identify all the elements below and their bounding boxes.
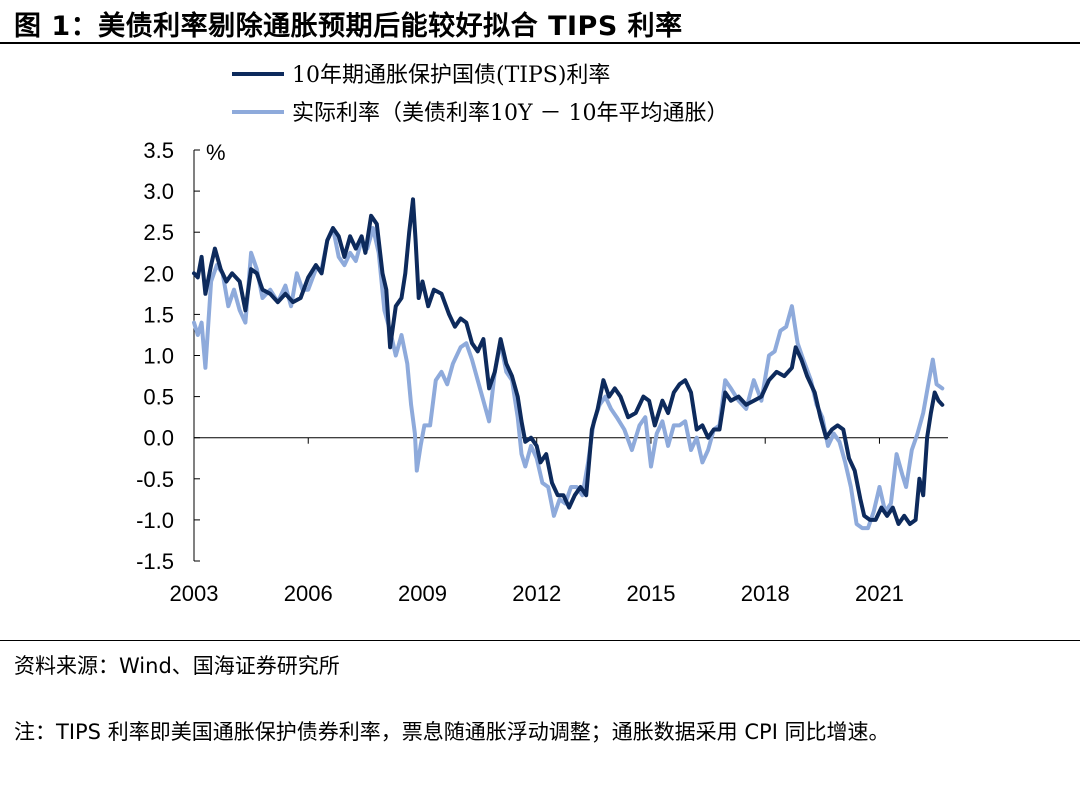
y-tick-label: 2.5 xyxy=(143,220,174,245)
y-tick-label: 1.0 xyxy=(143,344,174,369)
title-divider xyxy=(0,42,1080,44)
legend-label-real-rate: 实际利率（美债利率10Y － 10年平均通胀） xyxy=(292,101,729,126)
y-tick-label: 0.0 xyxy=(143,426,174,451)
x-tick-label: 2012 xyxy=(512,581,561,606)
series-line-real-rate xyxy=(192,226,945,531)
x-tick-label: 2021 xyxy=(855,581,904,606)
y-tick-label: -1.0 xyxy=(136,508,174,533)
y-axis-unit-label: % xyxy=(206,140,226,165)
x-tick-label: 2009 xyxy=(398,581,447,606)
y-tick-label: 2.0 xyxy=(143,261,174,286)
y-tick-label: 1.5 xyxy=(143,302,174,327)
figure-title: 图 1：美债利率剔除通胀预期后能较好拟合 TIPS 利率 xyxy=(14,11,683,42)
x-tick-label: 2006 xyxy=(284,581,333,606)
series-line-tips xyxy=(192,197,945,526)
x-tick-label: 2003 xyxy=(170,581,219,606)
y-tick-label: 0.5 xyxy=(143,385,174,410)
data-source: 资料来源：Wind、国海证券研究所 xyxy=(14,654,340,678)
x-tick-label: 2015 xyxy=(626,581,675,606)
x-tick-label: 2018 xyxy=(741,581,790,606)
y-tick-label: 3.0 xyxy=(143,179,174,204)
chart-legend: 10年期通胀保护国债(TIPS)利率 实际利率（美债利率10Y － 10年平均通… xyxy=(232,63,729,126)
chart-note: 注：TIPS 利率即美国通胀保护债券利率，票息随通胀浮动调整；通胀数据采用 CP… xyxy=(14,720,890,744)
y-tick-label: -0.5 xyxy=(136,467,174,492)
y-tick-label: 3.5 xyxy=(143,138,174,163)
tips-vs-real-rate-line-chart: 10年期通胀保护国债(TIPS)利率 实际利率（美债利率10Y － 10年平均通… xyxy=(136,63,948,606)
legend-label-tips: 10年期通胀保护国债(TIPS)利率 xyxy=(292,63,610,88)
chart-series xyxy=(192,197,945,531)
y-tick-label: -1.5 xyxy=(136,549,174,574)
source-divider xyxy=(0,640,1080,641)
chart-axes: 3.5 3.0 2.5 2.0 1.5 1.0 0.5 0.0 -0.5 -1.0 -1.5 2003… xyxy=(136,138,948,606)
